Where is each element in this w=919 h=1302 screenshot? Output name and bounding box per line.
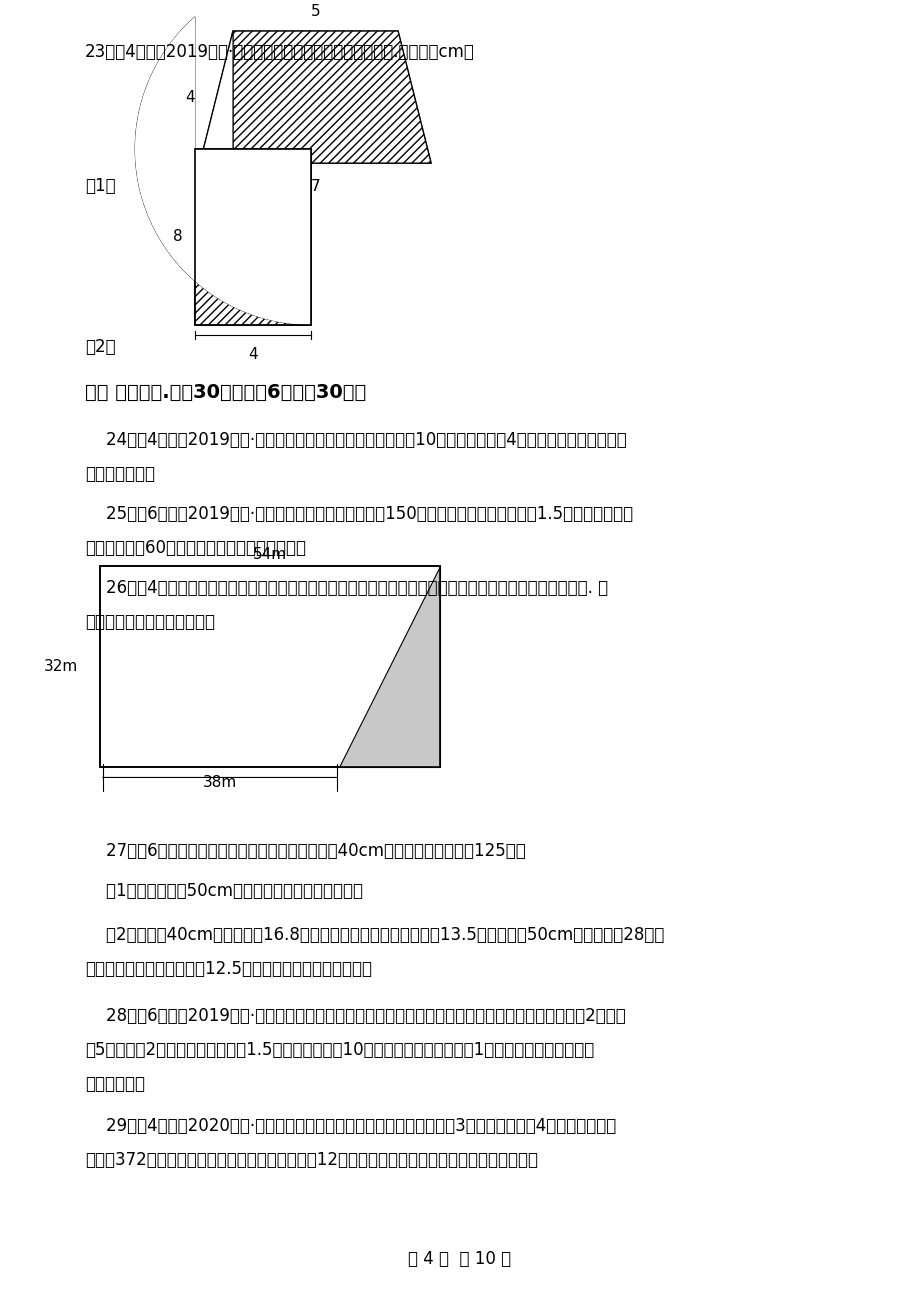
Text: 建后面积增加了多少平方米？: 建后面积增加了多少平方米？ (85, 613, 215, 630)
Text: 25．（6分）（2019五下·鹿邑月考）甲、乙两车从相距150千米的两地相向而行，经过1.5小时两车相遇，: 25．（6分）（2019五下·鹿邑月考）甲、乙两车从相距150千米的两地相向而行… (85, 505, 632, 522)
Text: 甲车每小时行60千米，乙车每小时行多少千米？: 甲车每小时行60千米，乙车每小时行多少千米？ (85, 539, 306, 557)
Polygon shape (233, 31, 430, 163)
Text: 4: 4 (185, 90, 195, 104)
Text: 多少平方厘米？: 多少平方厘米？ (85, 465, 154, 483)
Text: 加工了372个零件。已知师傅每小时比徒弟多加工12个零件。师徒两人每小时各加工多少个零件？: 加工了372个零件。已知师傅每小时比徒弟多加工12个零件。师徒两人每小时各加工多… (85, 1151, 538, 1169)
Text: 8: 8 (173, 229, 183, 245)
Text: 5: 5 (311, 4, 320, 20)
Text: 铺每平方米地面的手工费是12.5元。铺哪一种地砖的花费少？: 铺每平方米地面的手工费是12.5元。铺哪一种地砖的花费少？ (85, 961, 371, 978)
Text: 29．（4分）（2020六上·兴化期末）师徒两人一起加工零件。师傅工作3小时，徒弟工作4小时，两人一共: 29．（4分）（2020六上·兴化期末）师徒两人一起加工零件。师傅工作3小时，徒… (85, 1117, 616, 1135)
Polygon shape (135, 17, 311, 326)
Text: 少元的车费？: 少元的车费？ (85, 1075, 145, 1094)
Text: 32m: 32m (44, 659, 78, 674)
Text: 7: 7 (311, 180, 320, 194)
Text: 28．（6分）（2019五上·涧西期末）陈阿姨在洛阳市区旅游完了，乘出租车到龙门高铁站返程回家，2千米以: 28．（6分）（2019五上·涧西期末）陈阿姨在洛阳市区旅游完了，乘出租车到龙门… (85, 1008, 625, 1025)
Bar (195, 148, 311, 326)
Text: 第 4 页  共 10 页: 第 4 页 共 10 页 (408, 1250, 511, 1268)
Text: 23．（4分）（2019六上·定西期末）求各图中阴影部分的面积.（单位：cm）: 23．（4分）（2019六上·定西期末）求各图中阴影部分的面积.（单位：cm） (85, 43, 474, 61)
Text: （1）若用边长是50cm的正方形地砖，需要多少块？: （1）若用边长是50cm的正方形地砖，需要多少块？ (85, 883, 363, 901)
Bar (100, 566, 439, 767)
Polygon shape (199, 31, 233, 163)
Text: 五、 解决问题.（共30分）（共6题；共30分）: 五、 解决问题.（共30分）（共6题；共30分） (85, 383, 366, 402)
Text: 38m: 38m (202, 775, 236, 790)
Polygon shape (135, 17, 311, 326)
Polygon shape (339, 566, 439, 767)
Text: 4: 4 (248, 346, 257, 362)
Text: （1）: （1） (85, 177, 116, 195)
Text: 27．（6分）爸爸要给客厅铺地砖，若选用边长是40cm的正方形地砖，需要125块。: 27．（6分）爸爸要给客厅铺地砖，若选用边长是40cm的正方形地砖，需要125块… (85, 842, 525, 861)
Polygon shape (135, 17, 311, 326)
Text: 26．（4分）有一个停车场原来的形状是梯形，为扩大停车面积，将它扩建为一个长方形的停车场（如图）. 扩: 26．（4分）有一个停车场原来的形状是梯形，为扩大停车面积，将它扩建为一个长方形… (85, 578, 607, 596)
Bar (100, 566, 439, 767)
Polygon shape (199, 31, 430, 163)
Text: （2）: （2） (85, 337, 116, 355)
Bar (195, 148, 311, 326)
Text: 54m: 54m (253, 547, 287, 562)
Text: （2）边长是40cm的地砖每块16.8元，铺每平方米地面的手工费是13.5元。边长是50cm的地砖每块28元，: （2）边长是40cm的地砖每块16.8元，铺每平方米地面的手工费是13.5元。边… (85, 926, 664, 944)
Text: 内5元，超过2千米的部分，每千米1.5元，一共行驶了10千米，本次乘车另需加收1元燃油附加费，他应付多: 内5元，超过2千米的部分，每千米1.5元，一共行驶了10千米，本次乘车另需加收1… (85, 1042, 594, 1060)
Text: 24．（4分）（2019六上·承德期末）一个环形零件的外直径是10厘米，内半径是4厘米，这个零件的面积是: 24．（4分）（2019六上·承德期末）一个环形零件的外直径是10厘米，内半径是… (85, 431, 626, 449)
